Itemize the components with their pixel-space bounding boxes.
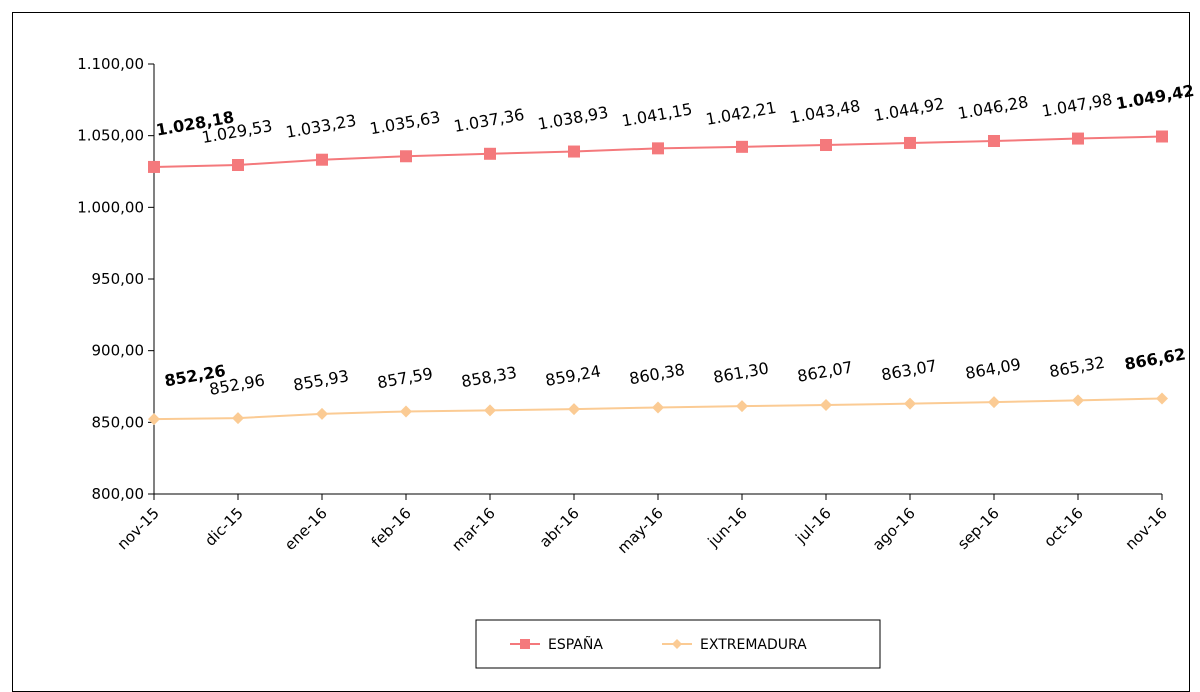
data-point bbox=[568, 145, 580, 158]
y-tick-label: 1.000,00 bbox=[77, 198, 144, 216]
data-label: 863,07 bbox=[880, 356, 938, 384]
data-label: 1.035,63 bbox=[368, 107, 441, 138]
legend-label: EXTREMADURA bbox=[700, 637, 807, 653]
data-point bbox=[484, 147, 496, 160]
x-tick-label: jun-16 bbox=[704, 504, 751, 551]
data-point bbox=[1072, 394, 1084, 407]
data-point bbox=[652, 401, 664, 414]
data-point bbox=[988, 396, 1000, 409]
legend-marker bbox=[672, 639, 682, 649]
data-label: 1.037,36 bbox=[452, 105, 525, 136]
data-label: 855,93 bbox=[292, 366, 350, 394]
data-label: 861,30 bbox=[712, 359, 770, 387]
data-label: 1.044,92 bbox=[872, 94, 945, 125]
data-point bbox=[1156, 392, 1168, 405]
x-tick-label: dic-15 bbox=[201, 504, 247, 550]
data-labels: 1.028,181.029,53 1.033,23 1.035,63 1.037,36… bbox=[155, 81, 1196, 399]
data-label: 1.043,48 bbox=[788, 96, 861, 127]
data-point bbox=[232, 159, 244, 172]
y-axis-ticks: 800,00 850,00 900,00 950,00 1.000,00 1.050,00… bbox=[77, 55, 154, 503]
x-tick-label: mar-16 bbox=[448, 504, 499, 555]
data-label: 866,62 bbox=[1123, 344, 1187, 373]
data-label: 862,07 bbox=[796, 357, 854, 385]
data-label: 1.042,21 bbox=[704, 98, 777, 129]
data-point bbox=[148, 160, 160, 173]
legend-marker bbox=[520, 639, 530, 649]
x-tick-label: abr-16 bbox=[536, 504, 583, 551]
data-label: 1.041,15 bbox=[620, 99, 693, 130]
x-tick-label: feb-16 bbox=[368, 504, 415, 551]
data-point bbox=[1072, 132, 1084, 145]
data-label: 858,33 bbox=[460, 363, 518, 391]
x-tick-label: nov-16 bbox=[1122, 504, 1171, 553]
data-point bbox=[820, 399, 832, 412]
data-label: 864,09 bbox=[964, 355, 1022, 383]
data-point bbox=[988, 134, 1000, 147]
data-label: 1.049,42 bbox=[1115, 81, 1196, 113]
data-point bbox=[232, 412, 244, 425]
data-point bbox=[904, 397, 916, 410]
x-tick-label: may-16 bbox=[614, 504, 667, 557]
legend-label: ESPAÑA bbox=[548, 636, 603, 653]
x-tick-label: jul-16 bbox=[791, 504, 834, 547]
data-label: 1.033,23 bbox=[284, 111, 357, 142]
data-label: 857,59 bbox=[376, 364, 434, 392]
y-tick-label: 1.050,00 bbox=[77, 127, 144, 145]
x-tick-label: sep-16 bbox=[954, 504, 1003, 553]
data-point bbox=[652, 142, 664, 155]
data-label: 865,32 bbox=[1048, 353, 1106, 381]
data-point bbox=[400, 150, 412, 163]
data-label: 859,24 bbox=[544, 361, 602, 389]
data-point bbox=[568, 403, 580, 416]
line-chart: 800,00 850,00 900,00 950,00 1.000,00 1.050,00… bbox=[77, 55, 1196, 669]
y-tick-label: 950,00 bbox=[92, 270, 145, 288]
y-tick-label: 1.100,00 bbox=[77, 55, 144, 73]
data-point bbox=[736, 400, 748, 413]
data-label: 1.046,28 bbox=[956, 92, 1029, 123]
data-point bbox=[1156, 130, 1168, 143]
data-point bbox=[148, 413, 160, 426]
x-tick-label: ago-16 bbox=[869, 504, 919, 554]
data-point bbox=[736, 140, 748, 153]
y-tick-label: 900,00 bbox=[92, 342, 145, 360]
x-axis-ticks: nov-15 dic-15 ene-16 feb-16 mar-16 abr-16 may-… bbox=[114, 494, 1171, 557]
x-tick-label: nov-15 bbox=[114, 504, 163, 553]
data-label: 1.038,93 bbox=[536, 103, 609, 134]
x-tick-label: oct-16 bbox=[1040, 504, 1087, 551]
data-label: 1.047,98 bbox=[1040, 90, 1113, 121]
data-label: 860,38 bbox=[628, 360, 686, 388]
data-point bbox=[400, 405, 412, 418]
data-point bbox=[820, 139, 832, 152]
y-tick-label: 800,00 bbox=[92, 485, 145, 503]
legend: ESPAÑA EXTREMADURA bbox=[475, 619, 881, 669]
data-point bbox=[316, 153, 328, 166]
x-tick-label: ene-16 bbox=[281, 504, 331, 554]
data-point bbox=[904, 136, 916, 149]
data-point bbox=[484, 404, 496, 417]
y-tick-label: 850,00 bbox=[92, 413, 145, 431]
series-layer bbox=[148, 130, 1168, 426]
data-point bbox=[316, 407, 328, 420]
